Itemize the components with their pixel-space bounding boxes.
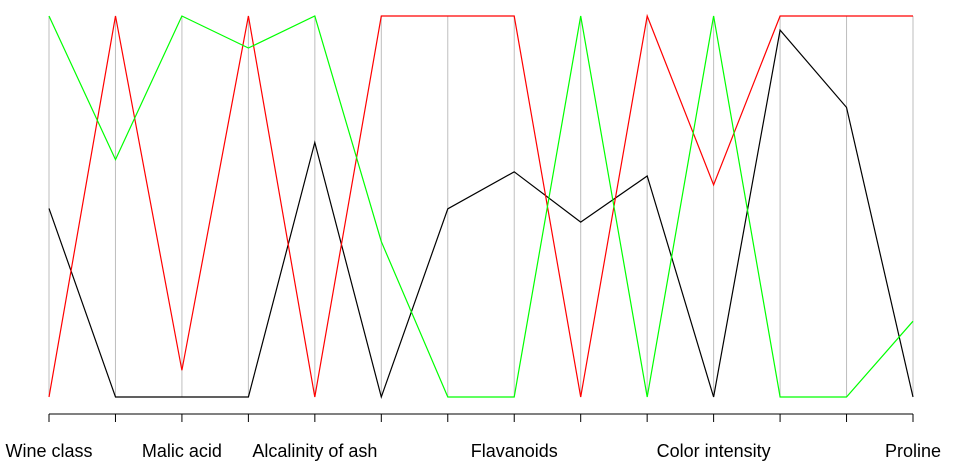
x-tick-label: Color intensity	[657, 441, 771, 461]
variable-axes	[48, 16, 914, 397]
x-tick-label: Wine class	[5, 441, 92, 461]
x-tick-label: Alcalinity of ash	[252, 441, 377, 461]
series-line-0	[48, 28, 914, 400]
series-line-1	[48, 13, 913, 398]
series-lines	[48, 13, 914, 400]
tick-labels: Wine class Malic acid Alcalinity of ash Fla…	[5, 441, 941, 461]
bottom-axis	[48, 413, 914, 422]
x-tick-label: Malic acid	[142, 441, 222, 461]
x-tick-label: Flavanoids	[471, 441, 558, 461]
series-line-2	[48, 15, 914, 398]
x-tick-label: Proline	[885, 441, 941, 461]
